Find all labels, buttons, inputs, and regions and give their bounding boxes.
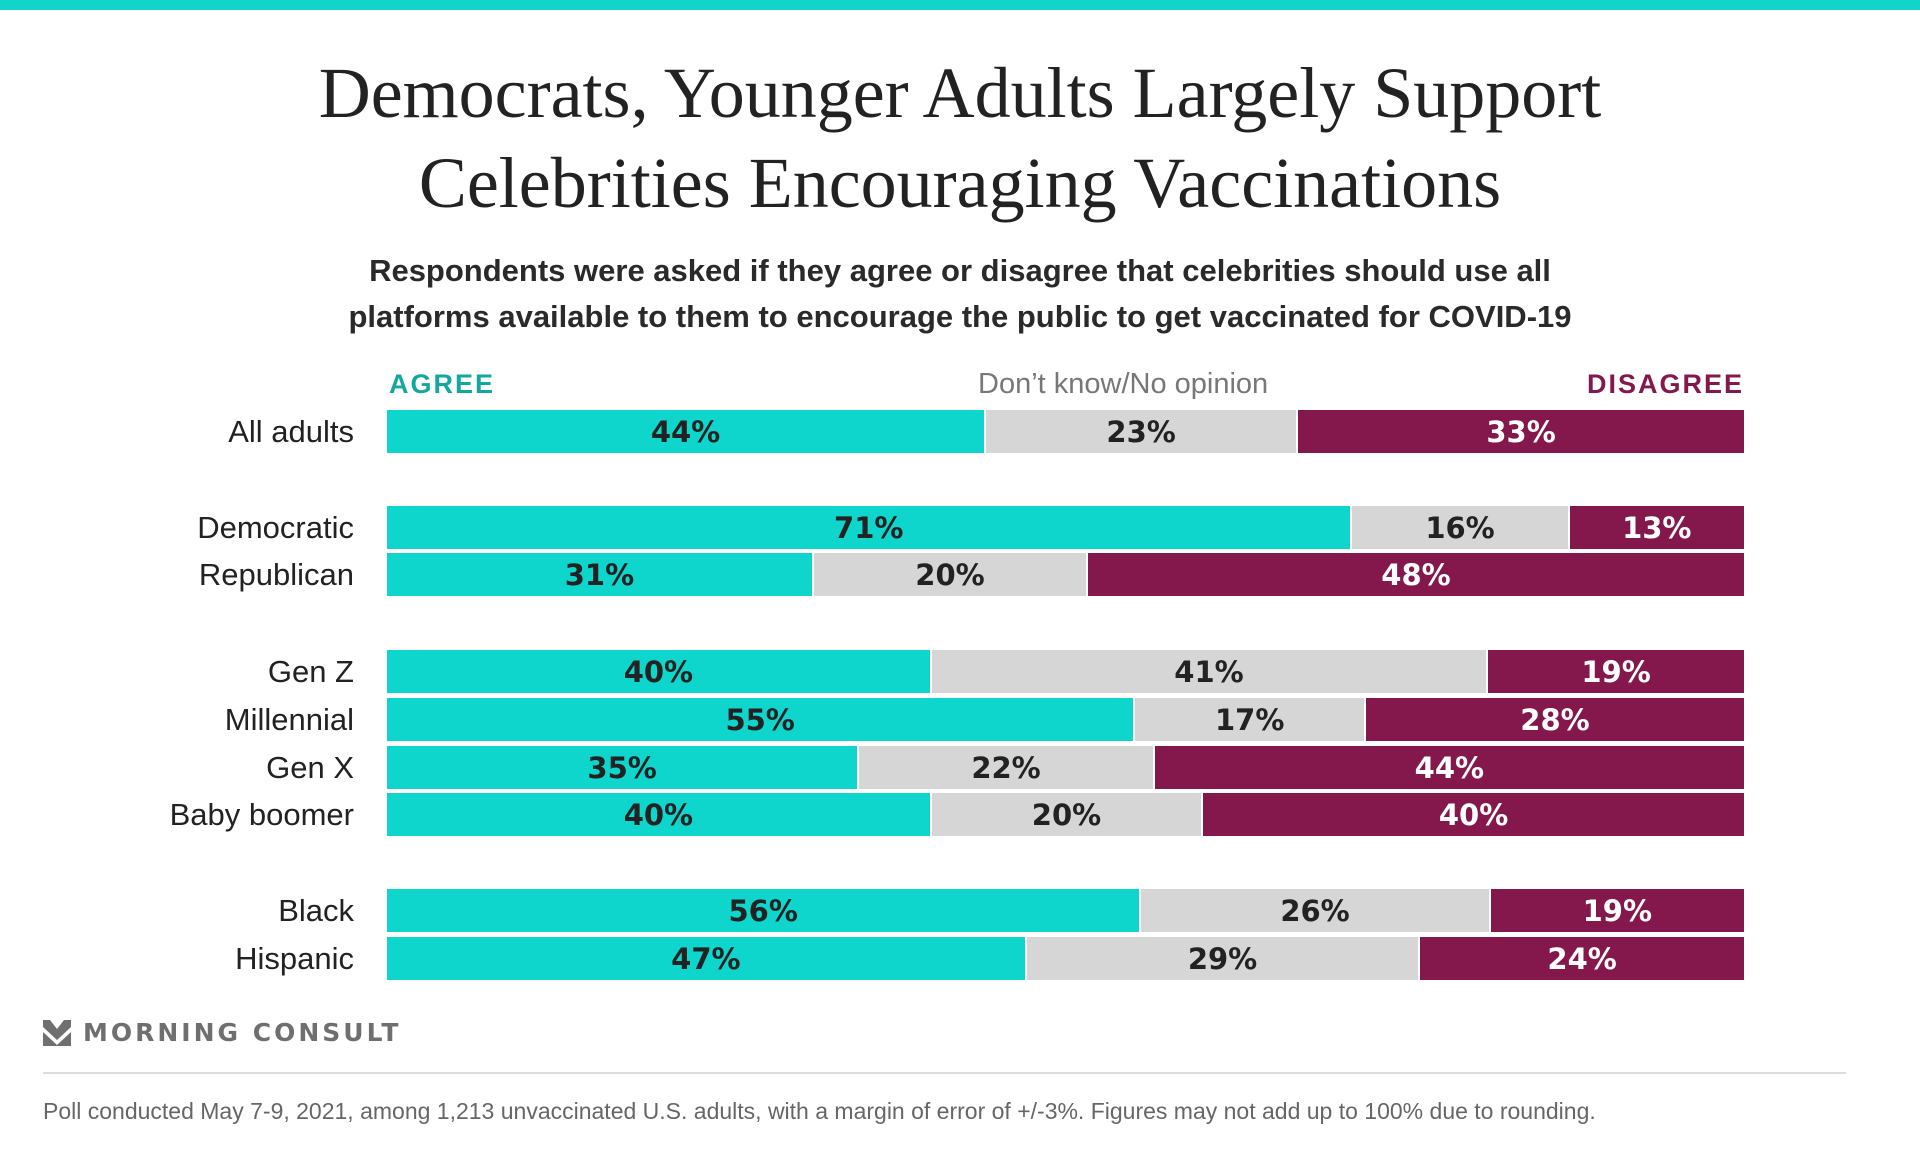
subtitle-line-2: platforms available to them to encourage… <box>348 299 1572 334</box>
data-label: 48% <box>1381 557 1451 592</box>
footnote: Poll conducted May 7-9, 2021, among 1,21… <box>43 1098 1596 1124</box>
data-label: 24% <box>1547 941 1617 976</box>
data-label: 40% <box>623 797 694 832</box>
bar-segment-disagree: 40% <box>1201 793 1744 836</box>
data-label: 41% <box>1174 654 1244 689</box>
row-label: Millennial <box>224 702 354 737</box>
morning-consult-logo: MORNING CONSULT <box>43 1018 401 1047</box>
bar-segment-dont-know: 29% <box>1024 937 1419 980</box>
divider <box>43 1072 1846 1074</box>
row-label: Democratic <box>197 510 354 545</box>
chart-title: Democrats, Younger Adults Largely Suppor… <box>0 48 1920 228</box>
bar-segment-agree: 40% <box>387 793 930 836</box>
bar-segment-dont-know: 16% <box>1350 506 1568 549</box>
title-line-1: Democrats, Younger Adults Largely Suppor… <box>318 53 1602 133</box>
bar-segment-agree: 55% <box>387 698 1134 741</box>
legend-dont-know: Don’t know/No opinion <box>978 368 1269 400</box>
bar-row: 35% 22% 44% <box>387 746 1744 789</box>
bar-segment-agree: 71% <box>387 506 1351 549</box>
subtitle-line-1: Respondents were asked if they agree or … <box>369 253 1551 288</box>
data-label: 29% <box>1187 941 1258 976</box>
data-label: 26% <box>1280 893 1350 928</box>
data-label: 47% <box>671 941 741 976</box>
bar-segment-disagree: 19% <box>1488 889 1744 932</box>
title-line-2: Celebrities Encouraging Vaccinations <box>418 143 1502 223</box>
row-label: Hispanic <box>235 941 354 976</box>
data-label: 22% <box>971 750 1041 785</box>
row-label: Republican <box>198 557 354 592</box>
bar-segment-agree: 31% <box>387 553 812 596</box>
data-label: 71% <box>834 510 904 545</box>
data-label: 35% <box>587 750 657 785</box>
morning-consult-logo-icon <box>43 1019 71 1046</box>
data-label: 19% <box>1581 654 1651 689</box>
data-label: 56% <box>728 893 798 928</box>
data-label: 20% <box>1031 797 1102 832</box>
top-accent-bar <box>0 0 1920 10</box>
bar-segment-disagree: 28% <box>1364 698 1744 741</box>
bar-row: 44% 23% 33% <box>387 410 1744 453</box>
logo-text: MORNING CONSULT <box>83 1018 402 1047</box>
bar-row: 71% 16% 13% <box>387 506 1744 549</box>
row-label: Gen X <box>266 750 354 785</box>
bar-segment-disagree: 48% <box>1086 553 1744 596</box>
chart-subtitle: Respondents were asked if they agree or … <box>0 248 1920 340</box>
data-label: 40% <box>623 654 694 689</box>
bar-segment-agree: 40% <box>387 650 930 693</box>
data-label: 40% <box>1438 797 1509 832</box>
bar-segment-dont-know: 26% <box>1139 889 1489 932</box>
bar-segment-disagree: 24% <box>1418 937 1744 980</box>
data-label: 19% <box>1582 893 1653 928</box>
bar-segment-dont-know: 23% <box>984 410 1297 453</box>
data-label: 13% <box>1622 510 1692 545</box>
bar-row: 40% 41% 19% <box>387 650 1744 693</box>
bar-segment-dont-know: 17% <box>1133 698 1365 741</box>
bar-segment-disagree: 19% <box>1486 650 1744 693</box>
bar-segment-agree: 56% <box>387 889 1140 932</box>
data-label: 44% <box>1414 750 1485 785</box>
data-label: 55% <box>725 702 795 737</box>
legend-agree: AGREE <box>389 369 496 399</box>
bar-segment-disagree: 44% <box>1152 746 1744 789</box>
legend-disagree: DISAGREE <box>1586 369 1744 399</box>
data-label: 16% <box>1425 510 1495 545</box>
row-label: Gen Z <box>267 654 354 689</box>
data-label: 33% <box>1486 414 1556 449</box>
data-label: 23% <box>1106 414 1176 449</box>
bar-row: 55% 17% 28% <box>387 698 1744 741</box>
bar-row: 31% 20% 48% <box>387 553 1744 596</box>
row-label: Black <box>278 893 354 928</box>
bar-segment-agree: 47% <box>387 937 1025 980</box>
data-label: 20% <box>915 557 985 592</box>
data-label: 17% <box>1214 702 1285 737</box>
bar-segment-agree: 35% <box>387 746 858 789</box>
bar-row: 56% 26% 19% <box>387 889 1744 932</box>
data-label: 44% <box>650 414 721 449</box>
row-label: Baby boomer <box>169 797 354 832</box>
bar-segment-dont-know: 22% <box>857 746 1153 789</box>
bar-segment-dont-know: 20% <box>811 553 1087 596</box>
bar-row: 40% 20% 40% <box>387 793 1744 836</box>
data-label: 28% <box>1520 702 1590 737</box>
bar-row: 47% 29% 24% <box>387 937 1744 980</box>
bar-segment-dont-know: 41% <box>929 650 1487 693</box>
bar-segment-disagree: 13% <box>1567 506 1744 549</box>
bar-segment-agree: 44% <box>387 410 985 453</box>
bar-segment-disagree: 33% <box>1296 410 1744 453</box>
data-label: 31% <box>564 557 635 592</box>
bar-segment-dont-know: 20% <box>929 793 1202 836</box>
row-label: All adults <box>228 414 354 449</box>
